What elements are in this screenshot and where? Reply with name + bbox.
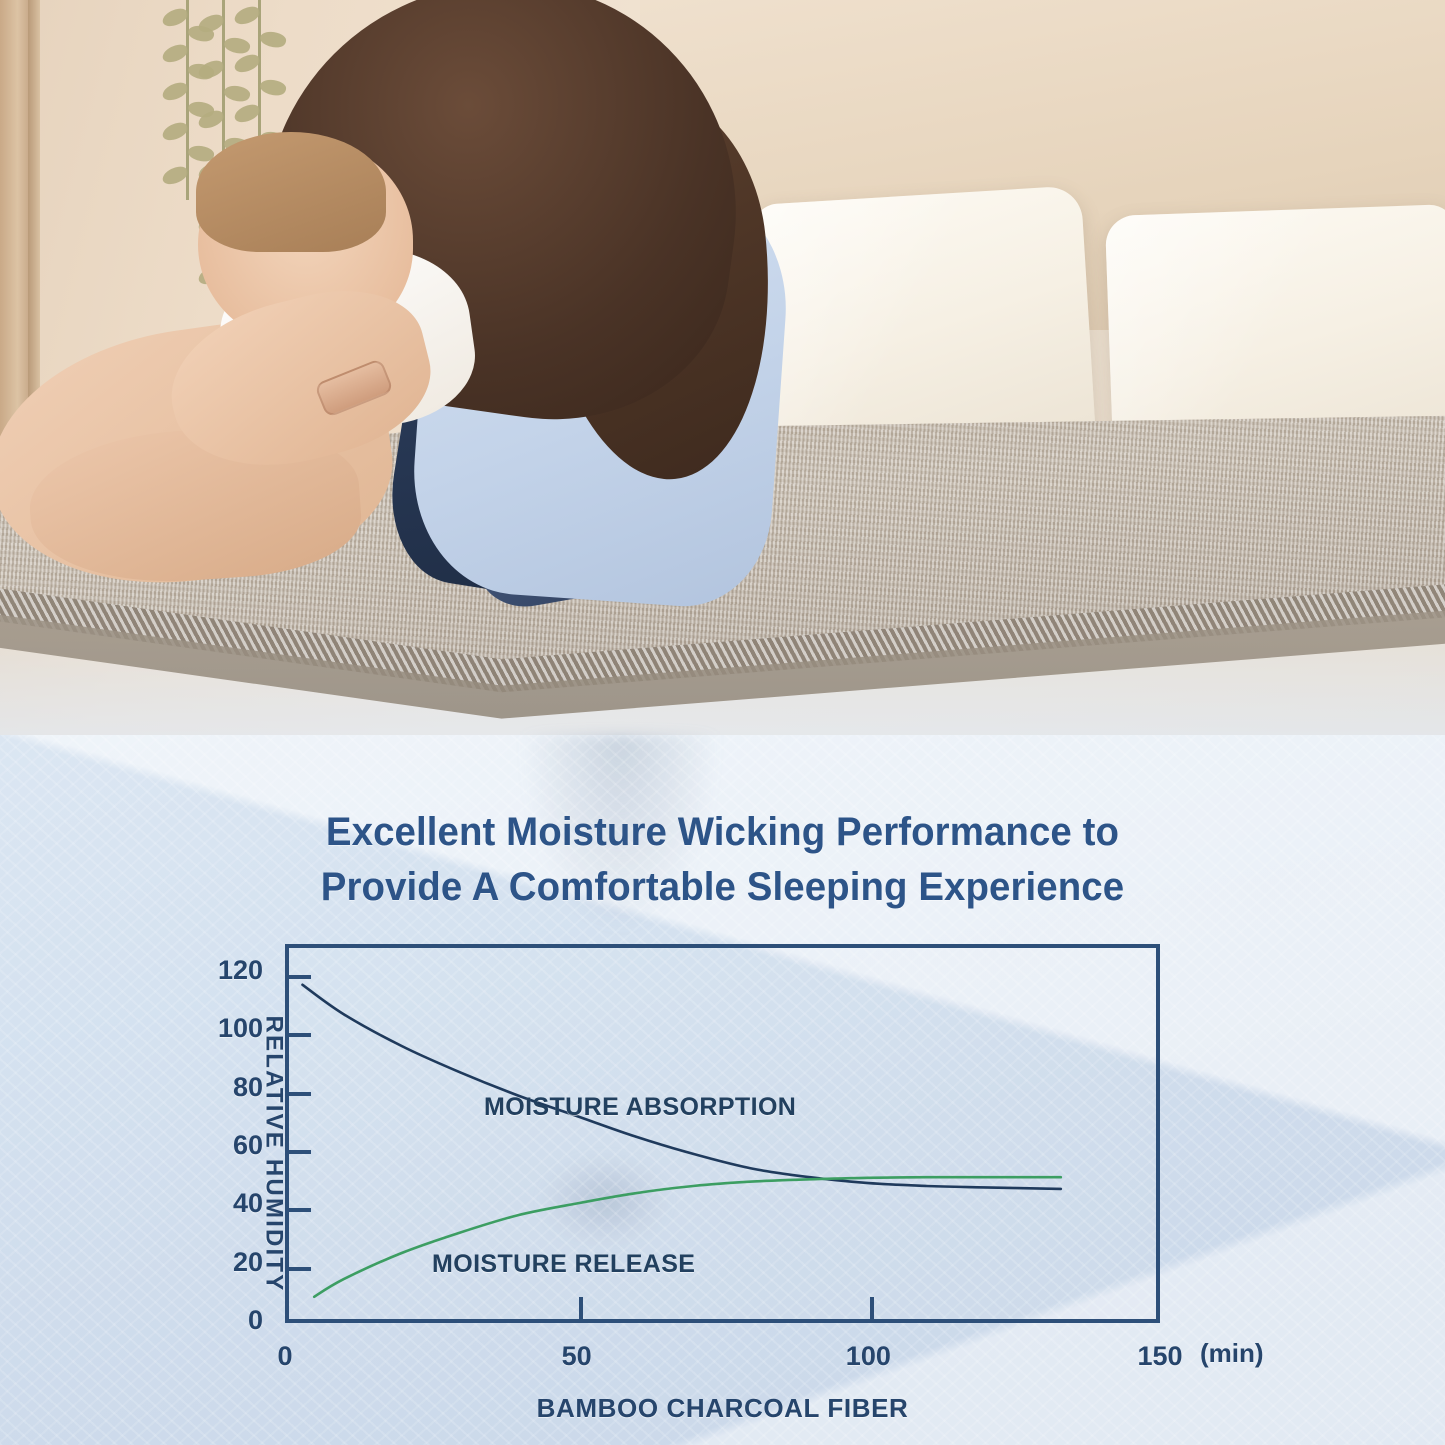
y-axis-tick-label: 80	[232, 1071, 263, 1102]
y-axis-tick	[289, 1091, 311, 1096]
baby-hair	[196, 132, 386, 252]
x-axis-tick-label: 100	[845, 1341, 891, 1371]
y-axis-tick-label: 120	[217, 955, 263, 986]
series-label-moisture-release: MOISTURE RELEASE	[432, 1250, 696, 1278]
y-axis-tick-label: 0	[247, 1305, 263, 1335]
y-axis-tick-label: 40	[232, 1188, 263, 1219]
y-axis-tick-label: 20	[232, 1246, 263, 1277]
section-title: Excellent Moisture Wicking Performance t…	[0, 805, 1445, 915]
y-axis-tick-label: 100	[217, 1013, 263, 1044]
section-title-line-1: Excellent Moisture Wicking Performance t…	[325, 810, 1120, 854]
y-axis-tick	[289, 1033, 311, 1038]
mattress-corner-shadow	[520, 735, 720, 935]
x-axis-title: BAMBOO CHARCOAL FIBER	[536, 1393, 909, 1423]
y-axis-tick	[289, 1266, 311, 1271]
hero-photo	[0, 0, 1445, 790]
x-axis-tick	[870, 1297, 875, 1319]
x-axis-tick-label: 150	[1137, 1341, 1183, 1371]
x-axis-unit: (min)	[1200, 1338, 1264, 1368]
y-axis-tick	[289, 1150, 311, 1155]
x-axis-tick-label: 50	[561, 1341, 592, 1371]
x-axis-tick-label: 0	[277, 1341, 293, 1371]
hanging-eucalyptus-vine	[232, 0, 288, 240]
y-axis-tick-label: 60	[232, 1130, 263, 1161]
y-axis-tick	[289, 975, 311, 980]
soft-shadow	[540, 1155, 670, 1245]
x-axis-tick	[578, 1297, 583, 1319]
series-label-moisture-absorption: MOISTURE ABSORPTION	[484, 1093, 797, 1121]
hanging-eucalyptus-vine	[196, 0, 252, 290]
section-title-line-2: Provide A Comfortable Sleeping Experienc…	[320, 864, 1125, 909]
chart-panel-background	[0, 735, 1445, 1445]
hanging-eucalyptus-vine	[160, 0, 216, 200]
series-curve-moisture-absorption	[301, 983, 1063, 1191]
plot-frame	[285, 944, 1160, 1323]
y-axis-tick	[289, 1208, 311, 1213]
series-curve-moisture-release	[312, 1175, 1063, 1299]
